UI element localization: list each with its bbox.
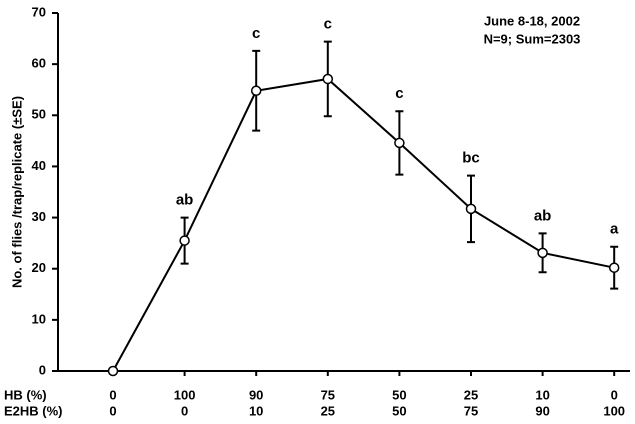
- point-label: c: [395, 85, 403, 102]
- data-point: [608, 262, 620, 273]
- point-label: c: [252, 25, 260, 42]
- x-tick-label: 75: [464, 403, 478, 418]
- x-tick-label: 0: [109, 403, 116, 418]
- data-point: [107, 365, 119, 377]
- point-label: a: [610, 221, 619, 238]
- y-tick-label: 40: [32, 158, 46, 173]
- annotation: N=9; Sum=2303: [484, 31, 581, 46]
- y-tick-label: 50: [32, 107, 46, 122]
- annotation: June 8-18, 2002: [484, 13, 580, 28]
- y-axis-label: No. of flies /trap/replicate (±SE): [9, 96, 24, 288]
- x-row-label: HB (%): [4, 387, 47, 402]
- data-point: [322, 73, 334, 85]
- x-tick-label: 25: [321, 403, 335, 418]
- x-tick-label: 0: [611, 387, 618, 402]
- x-tick-label: 100: [174, 387, 196, 402]
- x-tick-label: 50: [392, 387, 406, 402]
- data-point: [394, 137, 405, 149]
- x-tick-label: 50: [392, 403, 406, 418]
- x-tick-label: 10: [249, 403, 263, 418]
- x-tick-label: 0: [109, 387, 116, 402]
- y-tick-label: 30: [32, 209, 46, 224]
- x-tick-label: 90: [535, 403, 549, 418]
- y-tick-label: 0: [39, 362, 46, 377]
- data-point: [465, 203, 477, 215]
- x-tick-label: 100: [603, 403, 625, 418]
- data-point: [250, 85, 262, 96]
- y-tick-label: 60: [32, 56, 46, 71]
- data-point: [537, 247, 548, 259]
- x-tick-label: 75: [321, 387, 335, 402]
- point-label: ab: [534, 207, 552, 224]
- y-tick-label: 20: [32, 260, 46, 275]
- x-tick-label: 10: [535, 387, 549, 402]
- y-tick-label: 10: [32, 311, 46, 326]
- x-tick-label: 0: [181, 403, 188, 418]
- x-tick-label: 90: [249, 387, 263, 402]
- data-line: [112, 77, 615, 372]
- y-tick-label: 70: [32, 4, 46, 19]
- point-label: c: [324, 16, 332, 33]
- x-row-label: E2HB (%): [4, 403, 63, 418]
- point-label: bc: [462, 150, 480, 167]
- x-tick-label: 25: [464, 387, 478, 402]
- data-point: [179, 235, 190, 246]
- point-label: ab: [176, 192, 194, 209]
